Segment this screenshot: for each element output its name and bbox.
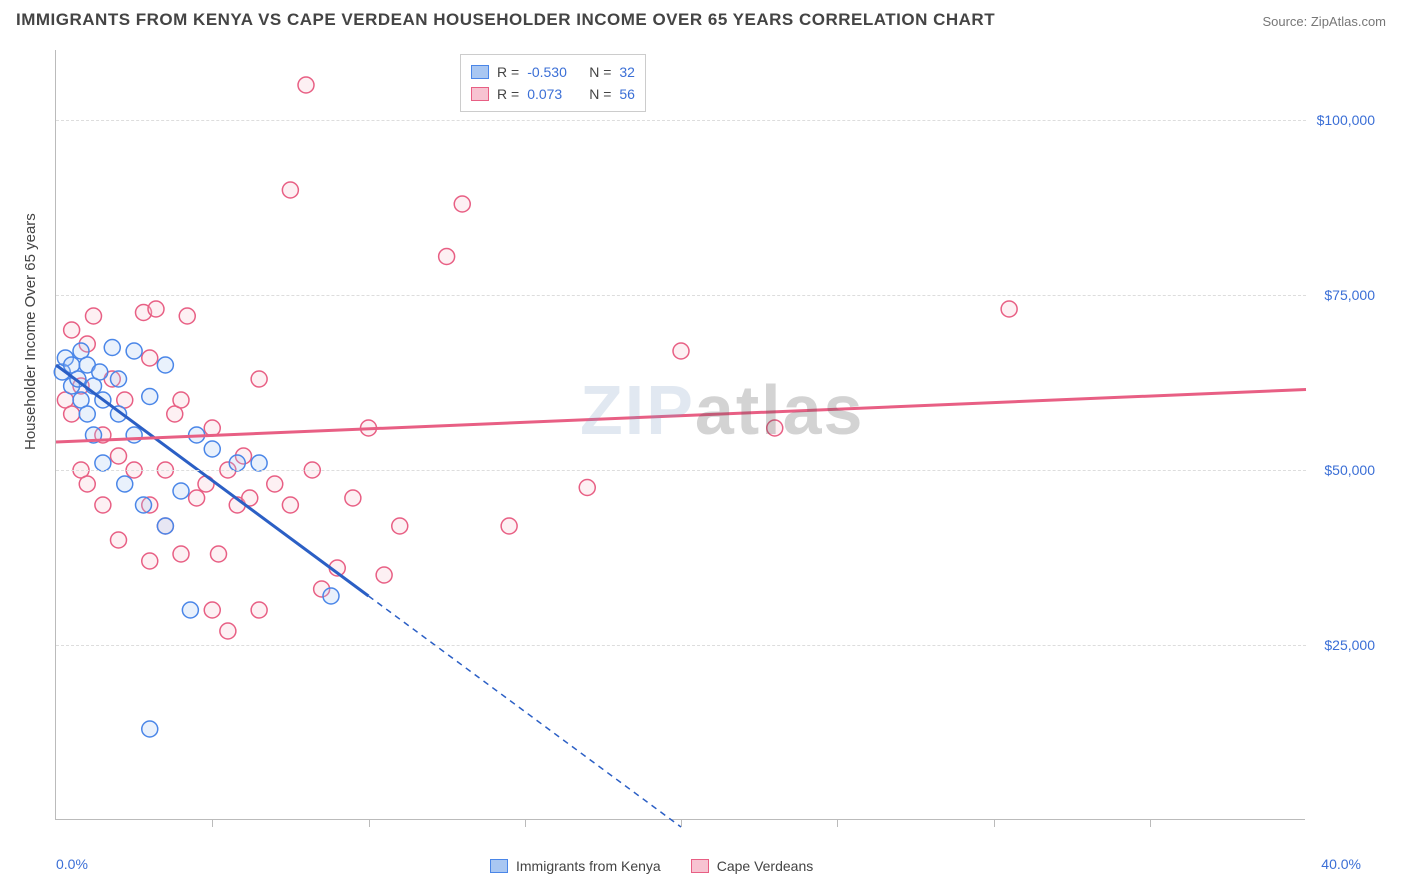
scatter-point: [179, 308, 195, 324]
scatter-point: [64, 406, 80, 422]
gridline: [56, 295, 1306, 296]
scatter-point: [1001, 301, 1017, 317]
legend-n-value: 32: [619, 61, 635, 83]
legend-r-value: 0.073: [527, 83, 581, 105]
scatter-point: [323, 588, 339, 604]
legend-top: R = -0.530 N = 32 R = 0.073 N = 56: [460, 54, 646, 112]
xtick: [837, 819, 838, 827]
ytick-label: $100,000: [1305, 112, 1375, 128]
scatter-point: [142, 350, 158, 366]
chart-title: IMMIGRANTS FROM KENYA VS CAPE VERDEAN HO…: [16, 10, 995, 30]
xtick: [1150, 819, 1151, 827]
scatter-point: [79, 476, 95, 492]
scatter-point: [267, 476, 283, 492]
ytick-label: $25,000: [1305, 637, 1375, 653]
scatter-point: [142, 721, 158, 737]
scatter-point: [173, 483, 189, 499]
scatter-point: [204, 441, 220, 457]
scatter-point: [251, 602, 267, 618]
scatter-point: [579, 480, 595, 496]
scatter-point: [211, 546, 227, 562]
scatter-point: [298, 77, 314, 93]
legend-swatch: [490, 859, 508, 873]
legend-bottom-item: Cape Verdeans: [691, 858, 814, 874]
scatter-point: [126, 343, 142, 359]
y-axis-label: Householder Income Over 65 years: [22, 213, 39, 450]
scatter-point: [142, 553, 158, 569]
legend-series-label: Immigrants from Kenya: [516, 858, 661, 874]
scatter-point: [204, 602, 220, 618]
scatter-point: [148, 301, 164, 317]
scatter-point: [392, 518, 408, 534]
scatter-point: [86, 308, 102, 324]
legend-swatch: [471, 65, 489, 79]
scatter-point: [111, 448, 127, 464]
legend-bottom-item: Immigrants from Kenya: [490, 858, 661, 874]
xtick: [525, 819, 526, 827]
scatter-point: [282, 182, 298, 198]
xtick-label-max: 40.0%: [1321, 856, 1361, 872]
scatter-point: [204, 420, 220, 436]
scatter-point: [182, 602, 198, 618]
scatter-point: [173, 546, 189, 562]
gridline: [56, 470, 1306, 471]
legend-r-value: -0.530: [527, 61, 581, 83]
scatter-point: [142, 389, 158, 405]
scatter-point: [95, 455, 111, 471]
source-credit: Source: ZipAtlas.com: [1262, 14, 1386, 29]
scatter-point: [454, 196, 470, 212]
xtick-label-min: 0.0%: [56, 856, 88, 872]
scatter-point: [220, 623, 236, 639]
scatter-point: [104, 340, 120, 356]
scatter-point: [157, 357, 173, 373]
scatter-point: [251, 371, 267, 387]
ytick-label: $50,000: [1305, 462, 1375, 478]
gridline: [56, 645, 1306, 646]
legend-r-label: R =: [497, 61, 519, 83]
xtick: [369, 819, 370, 827]
legend-top-row: R = 0.073 N = 56: [471, 83, 635, 105]
legend-top-row: R = -0.530 N = 32: [471, 61, 635, 83]
scatter-point: [157, 518, 173, 534]
scatter-point: [111, 371, 127, 387]
scatter-point: [501, 518, 517, 534]
scatter-point: [126, 427, 142, 443]
scatter-point: [136, 497, 152, 513]
scatter-point: [251, 455, 267, 471]
scatter-point: [111, 532, 127, 548]
scatter-point: [345, 490, 361, 506]
scatter-point: [229, 455, 245, 471]
legend-bottom: Immigrants from Kenya Cape Verdeans: [490, 858, 813, 874]
xtick: [681, 819, 682, 827]
legend-r-label: R =: [497, 83, 519, 105]
scatter-point: [117, 476, 133, 492]
legend-n-value: 56: [619, 83, 635, 105]
plot-box: $25,000$50,000$75,000$100,000: [55, 50, 1305, 820]
gridline: [56, 120, 1306, 121]
xtick: [212, 819, 213, 827]
scatter-point: [173, 392, 189, 408]
xtick: [994, 819, 995, 827]
scatter-point: [95, 497, 111, 513]
legend-n-label: N =: [589, 83, 611, 105]
legend-n-label: N =: [589, 61, 611, 83]
scatter-point: [189, 490, 205, 506]
scatter-point: [79, 406, 95, 422]
ytick-label: $75,000: [1305, 287, 1375, 303]
scatter-point: [439, 249, 455, 265]
scatter-point: [673, 343, 689, 359]
chart-area: $25,000 $50,000 $75,000 $100,000: [55, 50, 1375, 820]
scatter-point: [282, 497, 298, 513]
scatter-point: [64, 322, 80, 338]
legend-swatch: [691, 859, 709, 873]
legend-series-label: Cape Verdeans: [717, 858, 814, 874]
scatter-point: [92, 364, 108, 380]
scatter-point: [767, 420, 783, 436]
scatter-point: [376, 567, 392, 583]
plot-svg: [56, 50, 1306, 820]
legend-swatch: [471, 87, 489, 101]
